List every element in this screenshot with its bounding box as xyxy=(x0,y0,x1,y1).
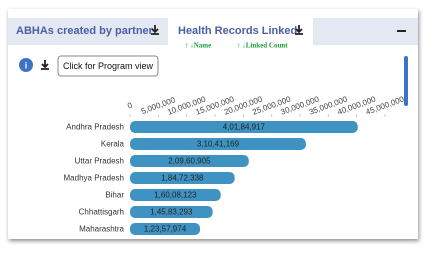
sort-count[interactable]: ↑ ↓Linked Count xyxy=(237,42,288,50)
bar xyxy=(130,223,201,235)
active-tab xyxy=(168,18,313,58)
bar xyxy=(130,121,358,133)
scrollbar[interactable] xyxy=(404,56,408,106)
y-tick-label: Andhra Pradesh xyxy=(66,123,124,132)
bar xyxy=(130,189,221,201)
y-tick-label: Chhattisgarh xyxy=(79,208,124,217)
sort-name[interactable]: ↑ ↓Name xyxy=(185,42,211,50)
info-icon[interactable] xyxy=(19,58,33,72)
button-label[interactable]: Click for Program view xyxy=(63,61,154,71)
chart: 0 5,000,00010,000,00015,000,00020,000,000… xyxy=(64,94,406,235)
y-tick-label: Madhya Pradesh xyxy=(64,174,124,183)
download-icon[interactable] xyxy=(295,25,303,35)
download-icon[interactable] xyxy=(41,60,49,70)
bar xyxy=(130,138,306,150)
y-tick-label: Kerala xyxy=(101,140,125,149)
bar xyxy=(130,172,235,184)
value-label: 1,60,08,123 xyxy=(154,191,197,200)
value-label: 1,23,57,974 xyxy=(144,225,187,234)
value-label: 2,09,60,905 xyxy=(168,157,211,166)
tab[interactable]: Health Records Linked xyxy=(178,25,297,37)
bar xyxy=(130,155,249,167)
x-tick-label: 0 xyxy=(126,100,134,110)
info-glyph: i xyxy=(25,60,28,70)
value-label: 4,01,84,917 xyxy=(223,123,266,132)
value-label: 3,10,41,169 xyxy=(197,140,240,149)
value-label: 1,45,83,293 xyxy=(150,208,193,217)
tab[interactable]: ABHAs created by partner xyxy=(16,25,154,37)
program-view-button[interactable] xyxy=(57,55,159,77)
y-tick-label: Bihar xyxy=(105,191,124,200)
download-icon[interactable] xyxy=(151,25,159,35)
value-label: 1,84,72,338 xyxy=(161,174,204,183)
bar xyxy=(130,206,213,218)
y-tick-label: Maharashtra xyxy=(79,225,124,234)
y-tick-label: Uttar Pradesh xyxy=(75,157,124,166)
